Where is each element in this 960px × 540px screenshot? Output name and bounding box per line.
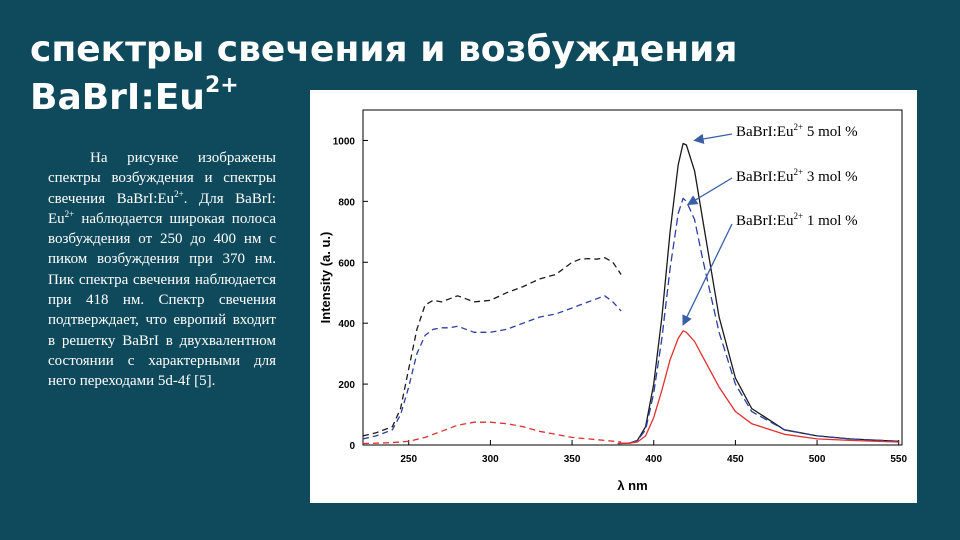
- title-formula-charge: 2+: [204, 73, 239, 98]
- legend-item-5mol: BaBrI:Eu2+ 5 mol %: [736, 122, 858, 141]
- legend-formula: BaBrI:Eu: [736, 213, 794, 229]
- slide-title: спектры свечения и возбуждения BaBrI:Eu2…: [30, 30, 738, 118]
- y-tick-label: 800: [338, 197, 355, 208]
- x-tick-label: 400: [645, 454, 662, 465]
- plot-frame: [362, 109, 903, 446]
- x-axis-label: λ nm: [617, 478, 647, 493]
- x-tick-label: 350: [564, 454, 581, 465]
- series-line-1: [617, 197, 899, 445]
- legend-concentration: 1 mol %: [803, 213, 858, 229]
- title-line-2: BaBrI:Eu2+: [30, 70, 738, 118]
- legend-item-3mol: BaBrI:Eu2+ 3 mol %: [736, 167, 858, 186]
- legend-item-1mol: BaBrI:Eu2+ 1 mol %: [736, 211, 858, 230]
- legend-charge: 2+: [793, 122, 804, 132]
- y-tick-label: 0: [349, 441, 355, 452]
- x-tick-label: 550: [890, 454, 907, 465]
- title-formula: BaBrI:Eu: [30, 77, 205, 118]
- series-line-5: [362, 421, 622, 445]
- spectra-chart: 250 300 350 400 450 500 550 0 200 400 600 800 1000 λ …: [318, 109, 908, 493]
- legend-charge: 2+: [793, 211, 804, 221]
- legend-arrow-2: [682, 223, 733, 326]
- legend-arrow-1: [686, 177, 733, 206]
- y-tick-label: 600: [338, 258, 355, 269]
- spectra-figure: 250 300 350 400 450 500 550 0 200 400 600 800 1000 λ …: [310, 90, 917, 503]
- x-tick-label: 500: [809, 454, 826, 465]
- legend-concentration: 5 mol %: [803, 124, 858, 140]
- series-line-4: [362, 295, 622, 440]
- legend-formula: BaBrI:Eu: [736, 124, 794, 140]
- x-tick-label: 250: [400, 454, 417, 465]
- series-line-2: [617, 330, 899, 445]
- x-tick-label: 300: [482, 454, 499, 465]
- body-text: На рисунке изображены спектры возбуждени…: [48, 150, 276, 390]
- x-tick-label: 450: [727, 454, 744, 465]
- title-line-1: спектры свечения и возбуждения: [30, 29, 738, 70]
- y-tick-label: 200: [338, 380, 355, 391]
- legend-charge: 2+: [793, 167, 804, 177]
- legend-concentration: 3 mol %: [803, 169, 858, 185]
- legend-formula: BaBrI:Eu: [736, 169, 794, 185]
- y-tick-label: 400: [338, 319, 355, 330]
- y-tick-label: 1000: [333, 136, 356, 147]
- y-axis-label: Intensity (a. u.): [318, 232, 333, 324]
- legend-arrow-0: [693, 133, 733, 145]
- series-line-3: [362, 257, 622, 437]
